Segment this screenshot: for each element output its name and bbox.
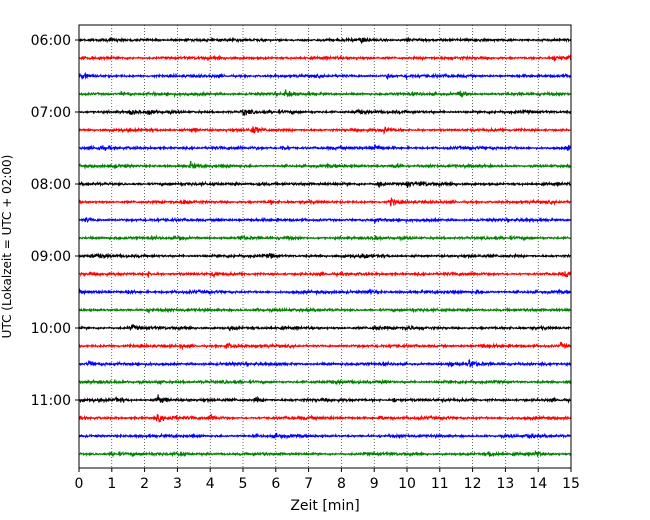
x-tick-label: 8 <box>337 476 346 492</box>
trace-line <box>78 449 572 458</box>
x-tick-label: 0 <box>75 476 84 492</box>
y-tick-label: 09:00 <box>31 249 71 265</box>
x-tick-label: 3 <box>173 476 182 492</box>
x-axis-label: Zeit [min] <box>290 498 359 514</box>
trace-line <box>78 89 572 99</box>
trace-line <box>78 108 572 117</box>
trace-line <box>78 270 572 278</box>
trace-line <box>78 306 572 314</box>
traces-layer <box>78 36 572 458</box>
trace-line <box>78 432 572 440</box>
trace-line <box>78 378 572 386</box>
trace-line <box>78 341 572 351</box>
x-tick-label: 4 <box>206 476 215 492</box>
x-tick-label: 10 <box>398 476 416 492</box>
trace-line <box>78 252 572 260</box>
x-axis: 0 1 2 3 4 5 6 7 8 9 10 11 12 13 14 15 <box>75 468 580 492</box>
x-tick-label: 14 <box>529 476 547 492</box>
trace-line <box>78 394 571 404</box>
trace-line <box>78 125 572 135</box>
x-tick-label: 13 <box>496 476 514 492</box>
x-tick-label: 7 <box>304 476 313 492</box>
y-axis: 06:00 07:00 08:00 09:00 10:00 11:00 <box>31 33 79 409</box>
x-tick-label: 1 <box>107 476 116 492</box>
trace-line <box>78 323 572 332</box>
y-tick-label: 11:00 <box>31 393 71 409</box>
trace-line <box>78 197 572 207</box>
grid-layer <box>111 25 539 468</box>
trace-line <box>78 71 572 81</box>
y-tick-label: 06:00 <box>31 33 71 49</box>
x-tick-label: 15 <box>562 476 580 492</box>
trace-line <box>78 180 572 189</box>
trace-line <box>78 413 572 424</box>
trace-line <box>78 288 572 296</box>
x-tick-label: 5 <box>239 476 248 492</box>
x-tick-label: 2 <box>140 476 149 492</box>
y-tick-label: 08:00 <box>31 177 71 193</box>
trace-line <box>78 54 572 62</box>
trace-line <box>78 144 572 152</box>
x-tick-label: 12 <box>464 476 482 492</box>
trace-line <box>78 36 572 45</box>
x-tick-label: 11 <box>431 476 449 492</box>
trace-line <box>78 359 572 368</box>
x-tick-label: 9 <box>370 476 379 492</box>
x-tick-label: 6 <box>271 476 280 492</box>
y-tick-label: 07:00 <box>31 105 71 121</box>
plot-frame <box>78 24 572 469</box>
y-tick-label: 10:00 <box>31 321 71 337</box>
y-axis-label: UTC (Lokalzeit = UTC + 02:00) <box>0 155 14 339</box>
trace-line <box>78 160 572 170</box>
trace-line <box>78 234 572 242</box>
trace-line <box>78 216 572 224</box>
